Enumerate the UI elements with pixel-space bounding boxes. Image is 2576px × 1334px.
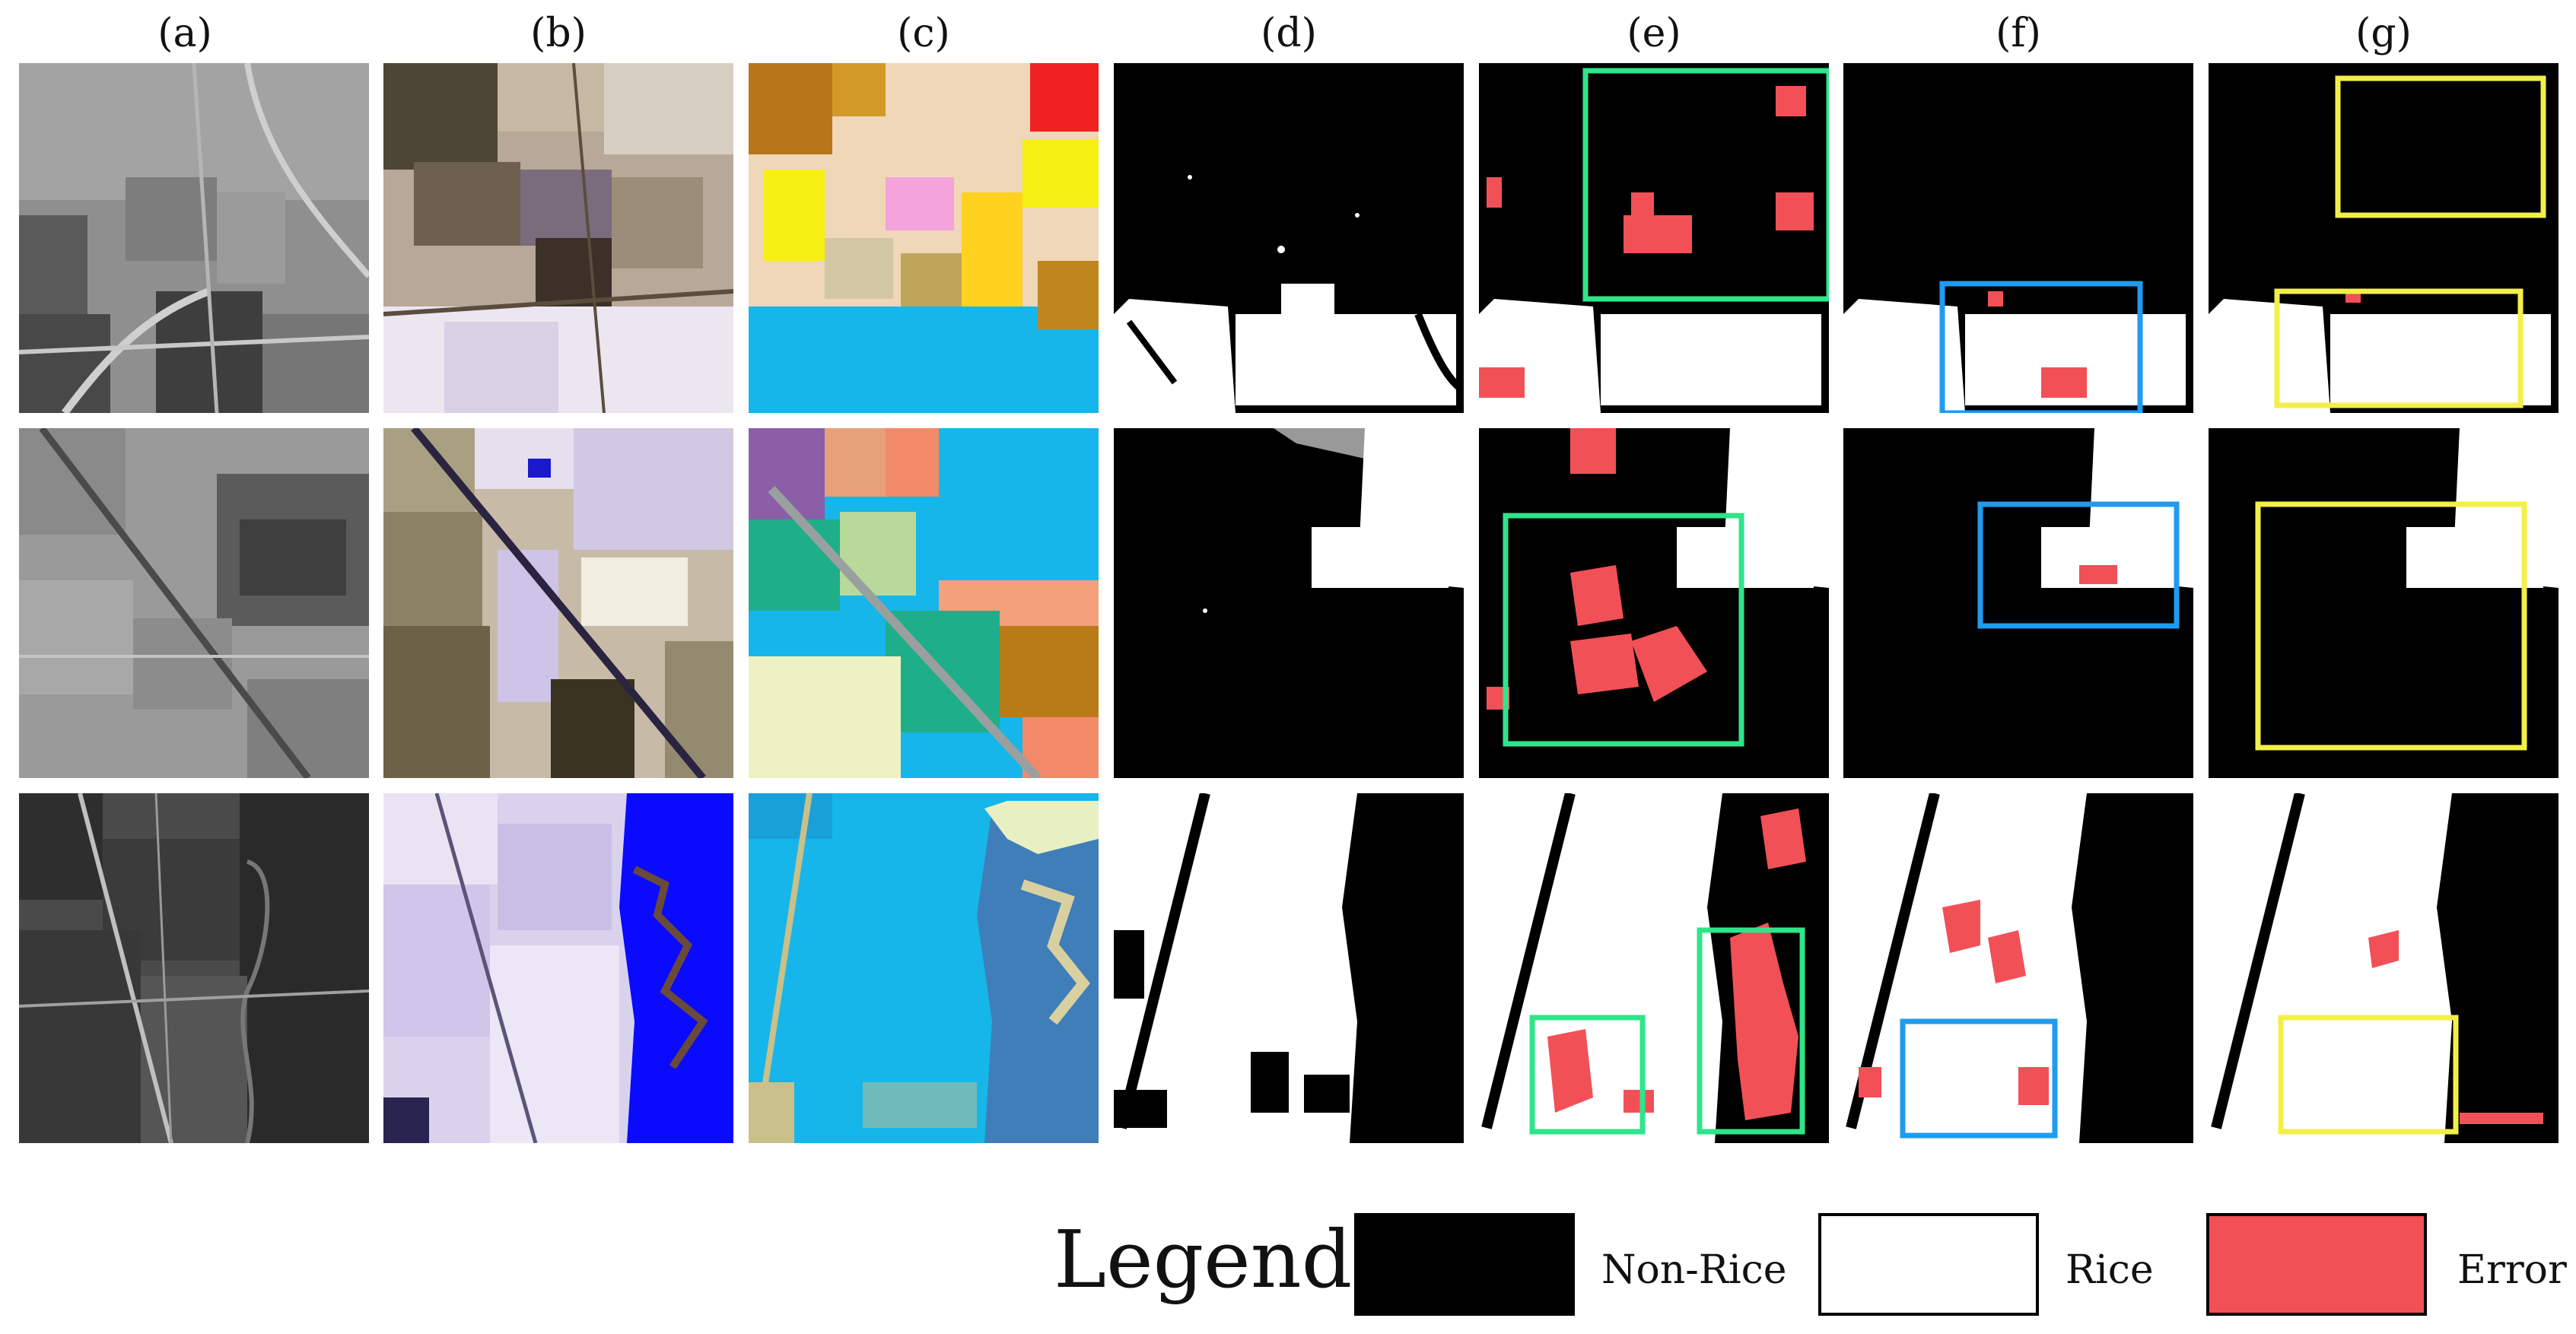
row3-col-a-sar-image (19, 793, 369, 1143)
row1-col-a-sar-image (19, 63, 369, 413)
row3-col-b-optical-image (383, 793, 733, 1143)
row3-col-c-crop-classification (749, 793, 1099, 1143)
legend-label-non-rice: Non-Rice (1601, 1247, 1787, 1293)
highlight-box-blue (1939, 281, 2143, 413)
column-label-c: (c) (897, 11, 950, 56)
row3-col-f-prediction (1843, 793, 2193, 1143)
row2-col-b-optical-image (383, 428, 733, 778)
row2-col-e-prediction (1479, 428, 1829, 778)
highlight-box-blue (1900, 1018, 2058, 1139)
row3-col-g-prediction (2209, 793, 2559, 1143)
legend-label-rice: Rice (2066, 1247, 2154, 1293)
row3-col-e-prediction (1479, 793, 1829, 1143)
legend-swatch-error (2206, 1213, 2427, 1316)
highlight-box-yellow (2255, 501, 2527, 751)
row1-col-b-optical-image (383, 63, 733, 413)
column-label-e: (e) (1627, 11, 1681, 56)
highlight-box-yellow (2278, 1015, 2459, 1135)
column-label-a: (a) (157, 11, 212, 56)
legend-title: Legend: (1054, 1213, 1379, 1306)
column-label-b: (b) (530, 11, 587, 56)
row1-col-d-rice-map (1114, 63, 1464, 413)
row2-col-g-prediction (2209, 428, 2559, 778)
row2-col-c-crop-classification (749, 428, 1099, 778)
row3-col-d-rice-map (1114, 793, 1464, 1143)
column-label-f: (f) (1996, 11, 2041, 56)
highlight-box-yellow (2335, 75, 2546, 218)
highlight-box-blue (1977, 501, 2180, 629)
highlight-box-green (1503, 513, 1744, 747)
column-label-d: (d) (1261, 11, 1317, 56)
highlight-box-green (1529, 1015, 1646, 1135)
row1-col-e-prediction (1479, 63, 1829, 413)
row1-col-g-prediction (2209, 63, 2559, 413)
legend-swatch-non-rice (1354, 1213, 1575, 1316)
highlight-box-yellow (2274, 288, 2524, 408)
column-label-g: (g) (2355, 11, 2412, 56)
legend-label-error: Error (2457, 1247, 2567, 1293)
row2-col-f-prediction (1843, 428, 2193, 778)
legend-swatch-rice (1818, 1213, 2039, 1316)
row2-col-a-sar-image (19, 428, 369, 778)
highlight-box-green (1697, 927, 1805, 1135)
row1-col-c-crop-classification (749, 63, 1099, 413)
row2-col-d-rice-map (1114, 428, 1464, 778)
row1-col-f-prediction (1843, 63, 2193, 413)
highlight-box-green (1582, 68, 1829, 302)
